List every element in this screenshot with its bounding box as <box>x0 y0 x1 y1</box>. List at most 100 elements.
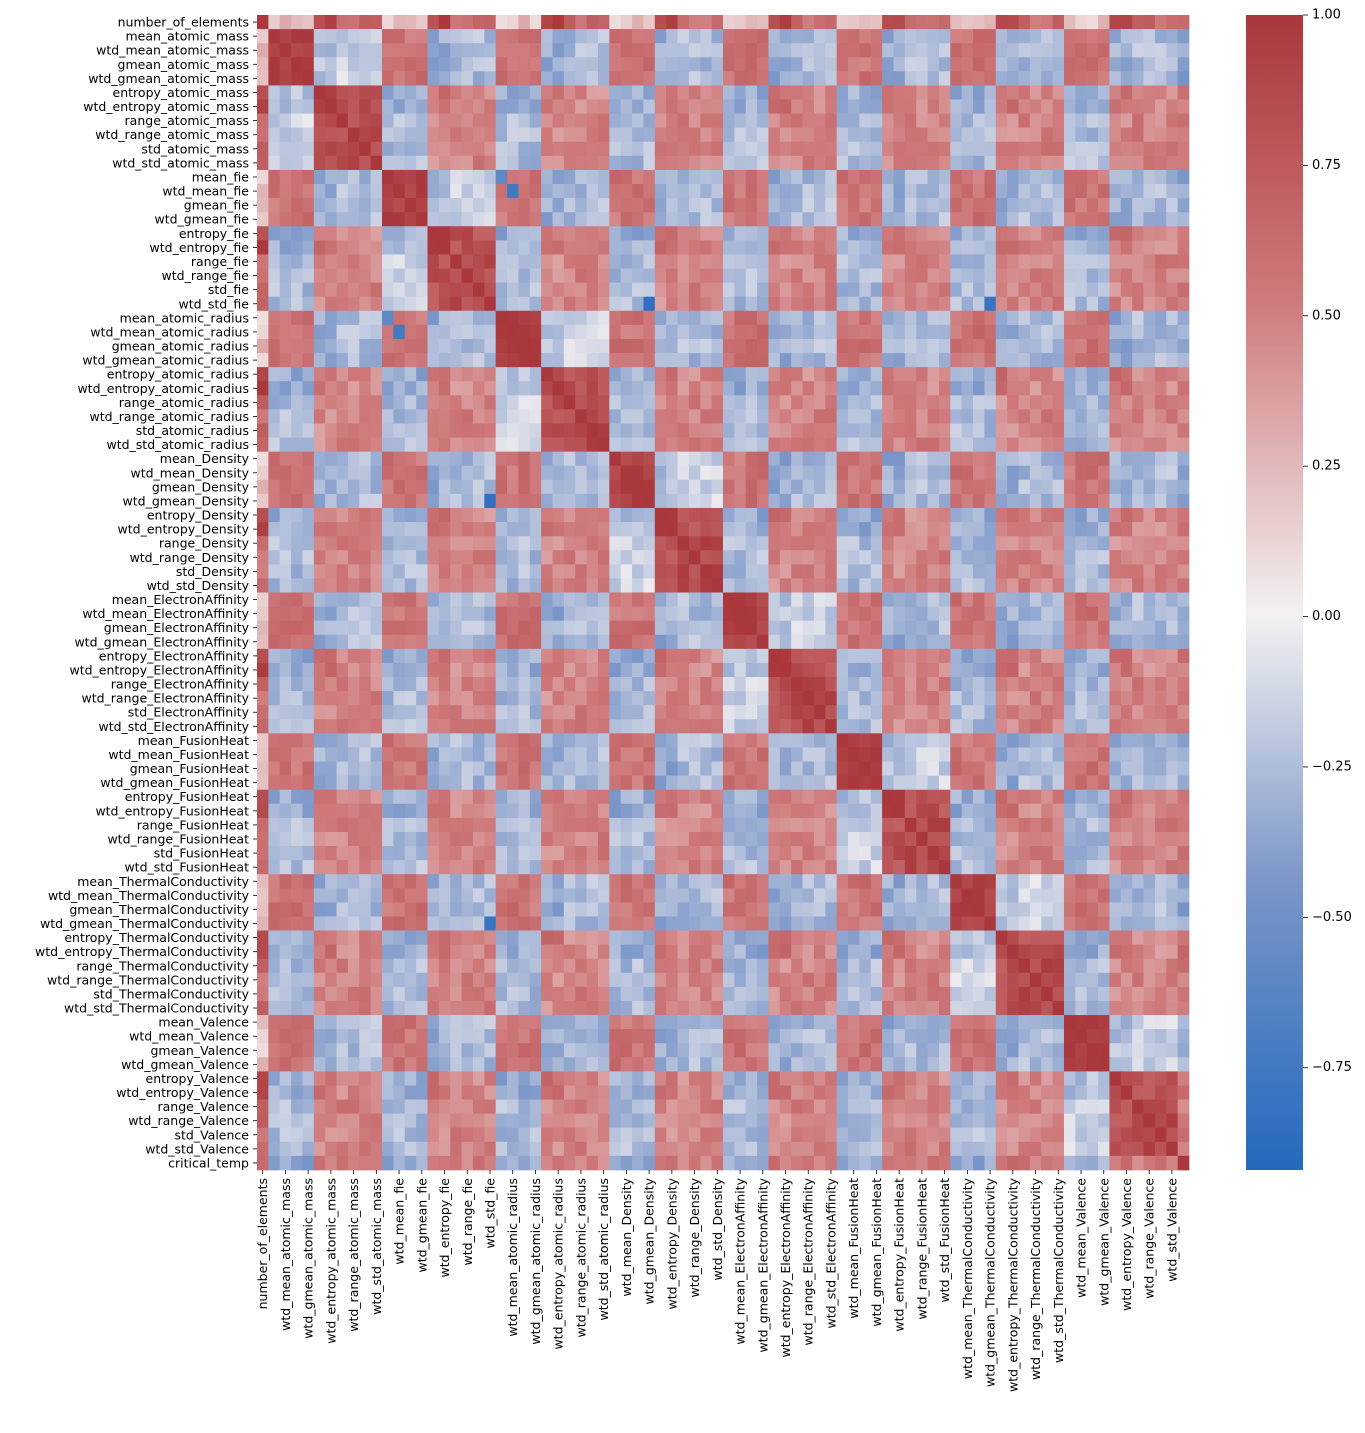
heatmap-cell <box>450 254 462 269</box>
heatmap-cell <box>723 71 735 86</box>
heatmap-cell <box>825 564 838 579</box>
heatmap-cell <box>302 310 315 326</box>
heatmap-cell <box>313 719 326 734</box>
heatmap-cell <box>563 409 576 424</box>
heatmap-cell <box>995 761 1008 776</box>
heatmap-cell <box>597 71 610 86</box>
heatmap-cell <box>1166 240 1178 255</box>
heatmap-cell <box>927 296 940 312</box>
heatmap-cell <box>768 324 781 340</box>
heatmap-cell <box>791 212 803 227</box>
heatmap-cell <box>677 522 690 537</box>
heatmap-cell <box>836 15 849 30</box>
heatmap-cell <box>984 606 997 622</box>
heatmap-cell <box>313 113 326 129</box>
heatmap-cell <box>291 465 303 481</box>
heatmap-cell <box>1007 324 1019 340</box>
heatmap-cell <box>552 620 565 636</box>
heatmap-cell <box>1052 338 1065 354</box>
heatmap-cell <box>938 451 951 467</box>
heatmap-cell <box>552 155 565 171</box>
heatmap-cell <box>1143 493 1156 509</box>
heatmap-cell <box>257 155 269 171</box>
heatmap-cell <box>757 282 769 298</box>
heatmap-cell <box>723 592 735 607</box>
heatmap-cell <box>1018 733 1031 748</box>
heatmap-cell <box>438 831 451 847</box>
heatmap-cell <box>1177 592 1190 607</box>
heatmap-cell <box>404 620 417 636</box>
heatmap-cell <box>541 367 553 382</box>
heatmap-cell <box>438 381 451 396</box>
heatmap-cell <box>359 451 372 467</box>
heatmap-cell <box>859 381 872 396</box>
heatmap-cell <box>791 691 803 706</box>
heatmap-cell <box>291 493 303 509</box>
heatmap-cell <box>325 198 337 213</box>
heatmap-cell <box>688 169 701 185</box>
heatmap-cell <box>484 789 497 805</box>
heatmap-cell <box>973 29 985 44</box>
heatmap-cell <box>416 57 428 72</box>
heatmap-cell <box>654 648 667 664</box>
heatmap-cell <box>973 705 985 720</box>
heatmap-cell <box>438 691 451 706</box>
heatmap-cell <box>654 479 667 495</box>
heatmap-cell <box>1086 789 1099 805</box>
heatmap-cell <box>813 184 826 199</box>
heatmap-cell <box>347 268 360 283</box>
heatmap-cell <box>916 831 928 847</box>
heatmap-cell <box>973 831 985 847</box>
heatmap-cell <box>666 43 678 58</box>
heatmap-cell <box>734 860 747 875</box>
heatmap-cell <box>938 338 951 354</box>
heatmap-cell <box>643 465 656 481</box>
heatmap-cell <box>688 268 701 283</box>
heatmap-cell <box>1086 550 1099 565</box>
heatmap-cell <box>552 15 565 30</box>
heatmap-cell <box>1098 775 1110 791</box>
heatmap-cell <box>1052 57 1065 72</box>
heatmap-cell <box>836 71 849 86</box>
heatmap-cell <box>279 733 292 748</box>
heatmap-cell <box>1018 29 1031 44</box>
heatmap-cell <box>552 127 565 143</box>
heatmap-cell <box>1086 465 1099 481</box>
heatmap-cell <box>927 578 940 593</box>
heatmap-cell <box>404 437 417 452</box>
heatmap-cell <box>654 775 667 791</box>
heatmap-cell <box>802 310 815 326</box>
heatmap-cell <box>984 831 997 847</box>
heatmap-cell <box>1154 465 1167 481</box>
heatmap-cell <box>1018 564 1031 579</box>
heatmap-cell <box>1007 254 1019 269</box>
heatmap-cell <box>1029 353 1042 368</box>
heatmap-cell <box>825 324 838 340</box>
heatmap-cell <box>1109 719 1122 734</box>
heatmap-cell <box>734 648 747 664</box>
heatmap-cell <box>1029 437 1042 452</box>
heatmap-cell <box>870 860 883 875</box>
heatmap-cell <box>609 465 622 481</box>
heatmap-cell <box>325 226 337 241</box>
heatmap-cell <box>734 677 747 692</box>
heatmap-cell <box>609 99 622 114</box>
heatmap-cell <box>745 620 758 636</box>
heatmap-cell <box>1132 57 1144 72</box>
heatmap-cell <box>745 395 758 410</box>
heatmap-cell <box>1120 71 1133 86</box>
heatmap-cell <box>586 310 599 326</box>
heatmap-cell <box>1154 381 1167 396</box>
heatmap-cell <box>1018 817 1031 833</box>
heatmap-cell <box>1109 662 1122 678</box>
heatmap-cell <box>313 550 326 565</box>
heatmap-cell <box>268 141 281 157</box>
heatmap-cell <box>825 184 838 199</box>
heatmap-cell <box>1098 507 1110 523</box>
heatmap-cell <box>291 338 303 354</box>
heatmap-cell <box>848 493 860 509</box>
heatmap-cell <box>995 43 1008 58</box>
heatmap-cell <box>563 648 576 664</box>
heatmap-cell <box>1075 705 1088 720</box>
heatmap-cell <box>1052 522 1065 537</box>
